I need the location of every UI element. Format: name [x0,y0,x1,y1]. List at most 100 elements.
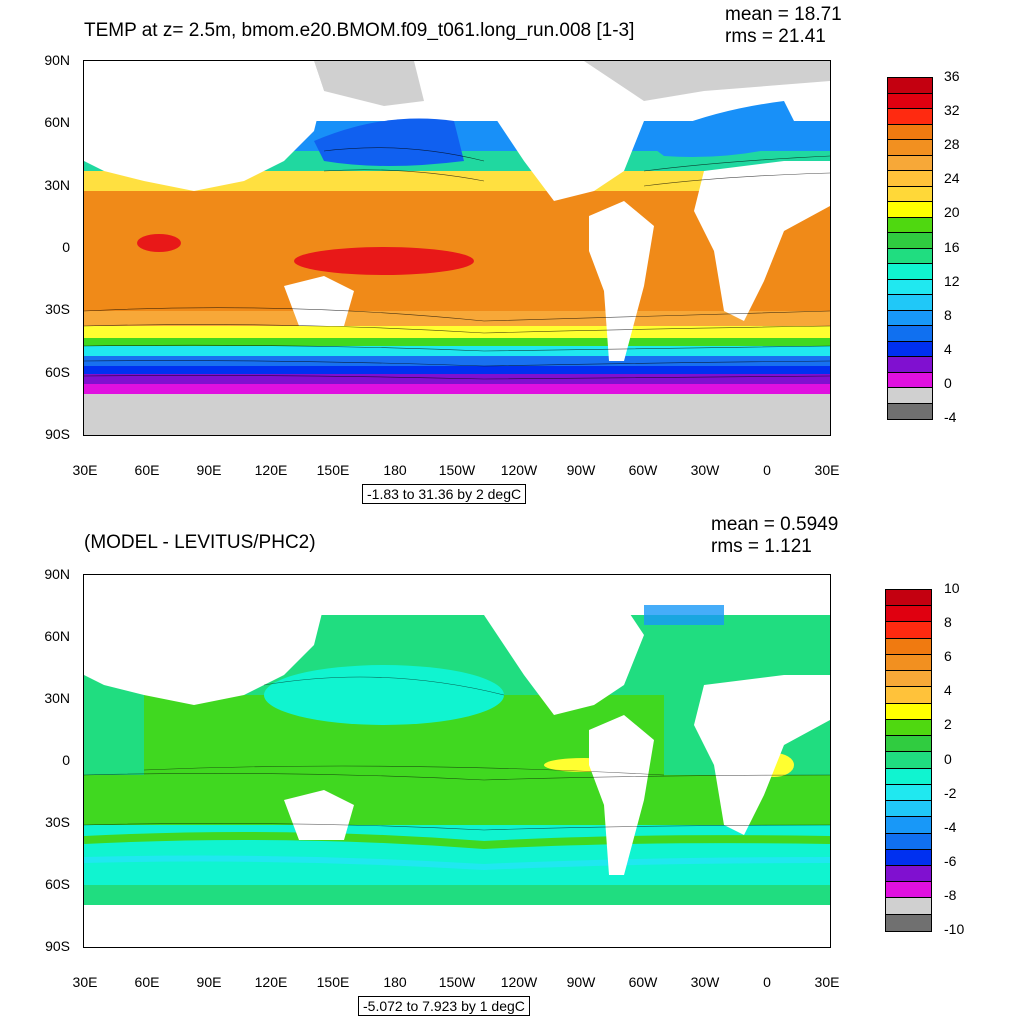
top-x-label: 30E [72,462,98,478]
top-x-label: 60W [628,462,658,478]
bottom-x-label: 180 [383,974,407,990]
colorbar-cell [886,898,931,915]
bottom-map-svg [84,575,830,947]
bottom-x-label: 30E [72,974,98,990]
colorbar-cell [888,295,932,311]
colorbar-cell [888,233,932,249]
bottom-x-label: 0 [763,974,771,990]
colorbar-label: 12 [944,272,960,289]
colorbar-cell [886,865,931,883]
top-y-label: 60S [45,364,70,380]
colorbar-cell [886,671,931,688]
colorbar-cell [888,202,932,218]
bottom-x-label: 60E [134,974,160,990]
colorbar-cell [886,719,931,737]
colorbar-cell [888,264,932,280]
colorbar-cell [886,590,931,607]
bottom-x-label: 30E [814,974,840,990]
colorbar-label: 28 [944,136,960,153]
colorbar-cell [886,752,931,769]
top-x-label: 0 [763,462,771,478]
colorbar-cell [888,155,932,171]
top-y-label: 0 [62,239,70,255]
bottom-x-label: 120E [254,974,288,990]
top-x-label: 180 [383,462,407,478]
colorbar-cell [886,784,931,802]
colorbar-cell [886,703,931,720]
bottom-mean: mean = 0.5949 [711,514,839,535]
bottom-x-label: 90E [196,974,222,990]
colorbar-cell [888,279,932,295]
colorbar-label: 24 [944,170,960,187]
colorbar-label: 36 [944,68,960,84]
colorbar-cell [886,768,931,785]
top-x-label: 30W [690,462,720,478]
bottom-colorbar [885,589,932,932]
colorbar-cell [886,914,931,931]
colorbar-cell [888,217,932,233]
colorbar-cell [888,403,932,419]
top-x-label: 150W [438,462,476,478]
colorbar-cell [888,248,932,264]
top-x-label: 120E [254,462,288,478]
colorbar-label: 0 [944,374,952,391]
colorbar-cell [886,882,931,899]
colorbar-label: 0 [944,750,952,767]
colorbar-cell [888,357,932,373]
colorbar-label: -10 [944,921,965,937]
colorbar-label: 2 [944,716,952,733]
bottom-y-label: 60N [44,628,70,644]
colorbar-cell [886,849,931,866]
top-map [83,60,831,436]
colorbar-cell [888,93,932,109]
colorbar-label: 4 [944,340,952,357]
top-x-label: 120W [500,462,538,478]
colorbar-label: -8 [944,886,957,903]
top-y-label: 60N [44,114,70,130]
bottom-y-label: 90S [45,938,70,954]
colorbar-cell [886,606,931,623]
colorbar-cell [888,341,932,357]
top-x-label: 90E [196,462,222,478]
colorbar-cell [888,186,932,202]
colorbar-cell [886,687,931,704]
colorbar-cell [886,654,931,672]
top-x-label: 30E [814,462,840,478]
colorbar-cell [888,109,932,125]
bottom-x-label: 90W [566,974,596,990]
top-y-label: 90N [44,52,70,68]
bottom-x-label: 150E [316,974,350,990]
colorbar-cell [888,78,932,94]
top-y-label: 30S [45,301,70,317]
colorbar-label: 8 [944,306,952,323]
top-y-label: 90S [45,426,70,442]
top-x-label: 60E [134,462,160,478]
bottom-title: (MODEL - LEVITUS/PHC2) [84,532,316,553]
colorbar-cell [888,372,932,388]
colorbar-label: -6 [944,852,957,869]
colorbar-cell [886,801,931,818]
colorbar-label: 16 [944,238,960,255]
colorbar-cell [888,326,932,342]
colorbar-cell [888,171,932,187]
colorbar-label: 20 [944,204,960,221]
colorbar-label: 10 [944,580,960,596]
bottom-y-label: 60S [45,876,70,892]
bottom-map [83,574,831,948]
top-panel: TEMP at z= 2.5m, bmom.e20.BMOM.f09_t061.… [44,4,960,504]
colorbar-cell [886,638,931,655]
colorbar-label: -4 [944,818,957,835]
colorbar-cell [888,140,932,156]
colorbar-cell [886,833,931,850]
colorbar-cell [888,310,932,326]
top-y-label: 30N [44,177,70,193]
bottom-x-label: 120W [500,974,538,990]
colorbar-label: 6 [944,648,952,665]
bottom-panel: (MODEL - LEVITUS/PHC2) mean = 0.5949 rms… [0,512,1024,1024]
bottom-x-label: 60W [628,974,658,990]
top-rms: rms = 21.41 [725,26,826,47]
colorbar-cell [886,736,931,753]
top-map-svg [84,61,830,435]
colorbar-label: -2 [944,784,957,801]
bottom-y-label: 90N [44,566,70,582]
